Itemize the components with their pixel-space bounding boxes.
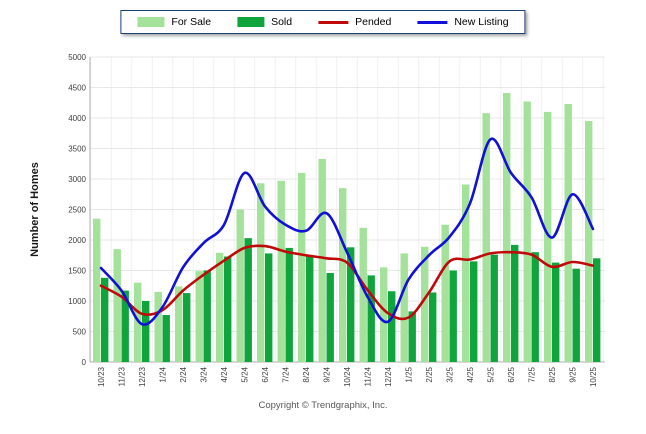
bars-sold — [101, 238, 601, 362]
svg-text:8/25: 8/25 — [548, 366, 557, 382]
svg-text:10/24: 10/24 — [343, 366, 352, 387]
svg-text:3/25: 3/25 — [446, 366, 455, 382]
svg-text:1/25: 1/25 — [405, 366, 414, 382]
svg-text:6/24: 6/24 — [261, 366, 270, 382]
svg-text:3000: 3000 — [68, 175, 86, 184]
svg-text:3500: 3500 — [68, 144, 86, 153]
legend-label-new-listing: New Listing — [454, 16, 509, 28]
legend-item-for-sale: For Sale — [137, 16, 211, 28]
line-pended — [99, 244, 595, 321]
svg-text:8/24: 8/24 — [302, 366, 311, 382]
sold-swatch-icon — [237, 17, 265, 27]
y-tick-labels: 0 500 1000 1500 2000 2500 3000 3500 4000 4500 5000 — [68, 53, 86, 367]
legend-item-new-listing: New Listing — [417, 16, 509, 28]
pended-line-swatch-icon — [318, 20, 349, 24]
svg-text:1500: 1500 — [68, 266, 86, 275]
svg-text:11/23: 11/23 — [118, 366, 127, 386]
svg-text:12/23: 12/23 — [138, 366, 147, 387]
new-listing-line-swatch-icon — [417, 20, 448, 24]
svg-text:7/24: 7/24 — [282, 366, 291, 382]
bars-for-sale — [93, 92, 593, 363]
svg-text:9/24: 9/24 — [323, 366, 332, 382]
copyright-footer: Copyright © Trendgraphix, Inc. — [258, 400, 388, 411]
svg-text:12/24: 12/24 — [384, 366, 393, 387]
svg-text:5/24: 5/24 — [241, 366, 250, 382]
svg-text:4/25: 4/25 — [466, 366, 475, 382]
svg-text:4500: 4500 — [68, 83, 86, 92]
svg-text:2500: 2500 — [68, 205, 86, 214]
svg-text:500: 500 — [73, 327, 87, 336]
svg-text:9/25: 9/25 — [569, 366, 578, 382]
legend-label-pended: Pended — [355, 16, 392, 28]
svg-text:6/25: 6/25 — [507, 366, 516, 382]
y-axis-title: Number of Homes — [29, 162, 41, 257]
legend-item-sold: Sold — [237, 16, 292, 28]
x-tick-labels: 10/23 11/23 12/23 1/24 2/24 3/24 4/24 5/24 6/24 7… — [97, 366, 598, 387]
svg-text:4/24: 4/24 — [220, 366, 229, 382]
svg-text:2000: 2000 — [68, 236, 86, 245]
svg-text:3/24: 3/24 — [200, 366, 209, 382]
svg-text:10/23: 10/23 — [97, 366, 106, 387]
line-new-listing — [99, 137, 595, 326]
svg-text:5000: 5000 — [68, 53, 86, 62]
svg-text:5/25: 5/25 — [487, 366, 496, 382]
legend-label-sold: Sold — [271, 16, 293, 28]
legend-label-for-sale: For Sale — [171, 16, 212, 28]
for-sale-swatch-icon — [137, 17, 165, 27]
svg-text:4000: 4000 — [68, 114, 86, 123]
svg-text:0: 0 — [82, 358, 87, 367]
svg-text:1/24: 1/24 — [159, 366, 168, 382]
svg-text:7/25: 7/25 — [528, 366, 537, 382]
svg-text:10/25: 10/25 — [589, 366, 598, 387]
svg-text:1000: 1000 — [68, 297, 86, 306]
svg-text:2/25: 2/25 — [425, 366, 434, 382]
svg-text:2/24: 2/24 — [179, 366, 188, 382]
chart-legend: For Sale Sold Pended New Listing — [120, 10, 526, 34]
legend-item-pended: Pended — [318, 16, 391, 28]
svg-text:11/24: 11/24 — [364, 366, 373, 386]
